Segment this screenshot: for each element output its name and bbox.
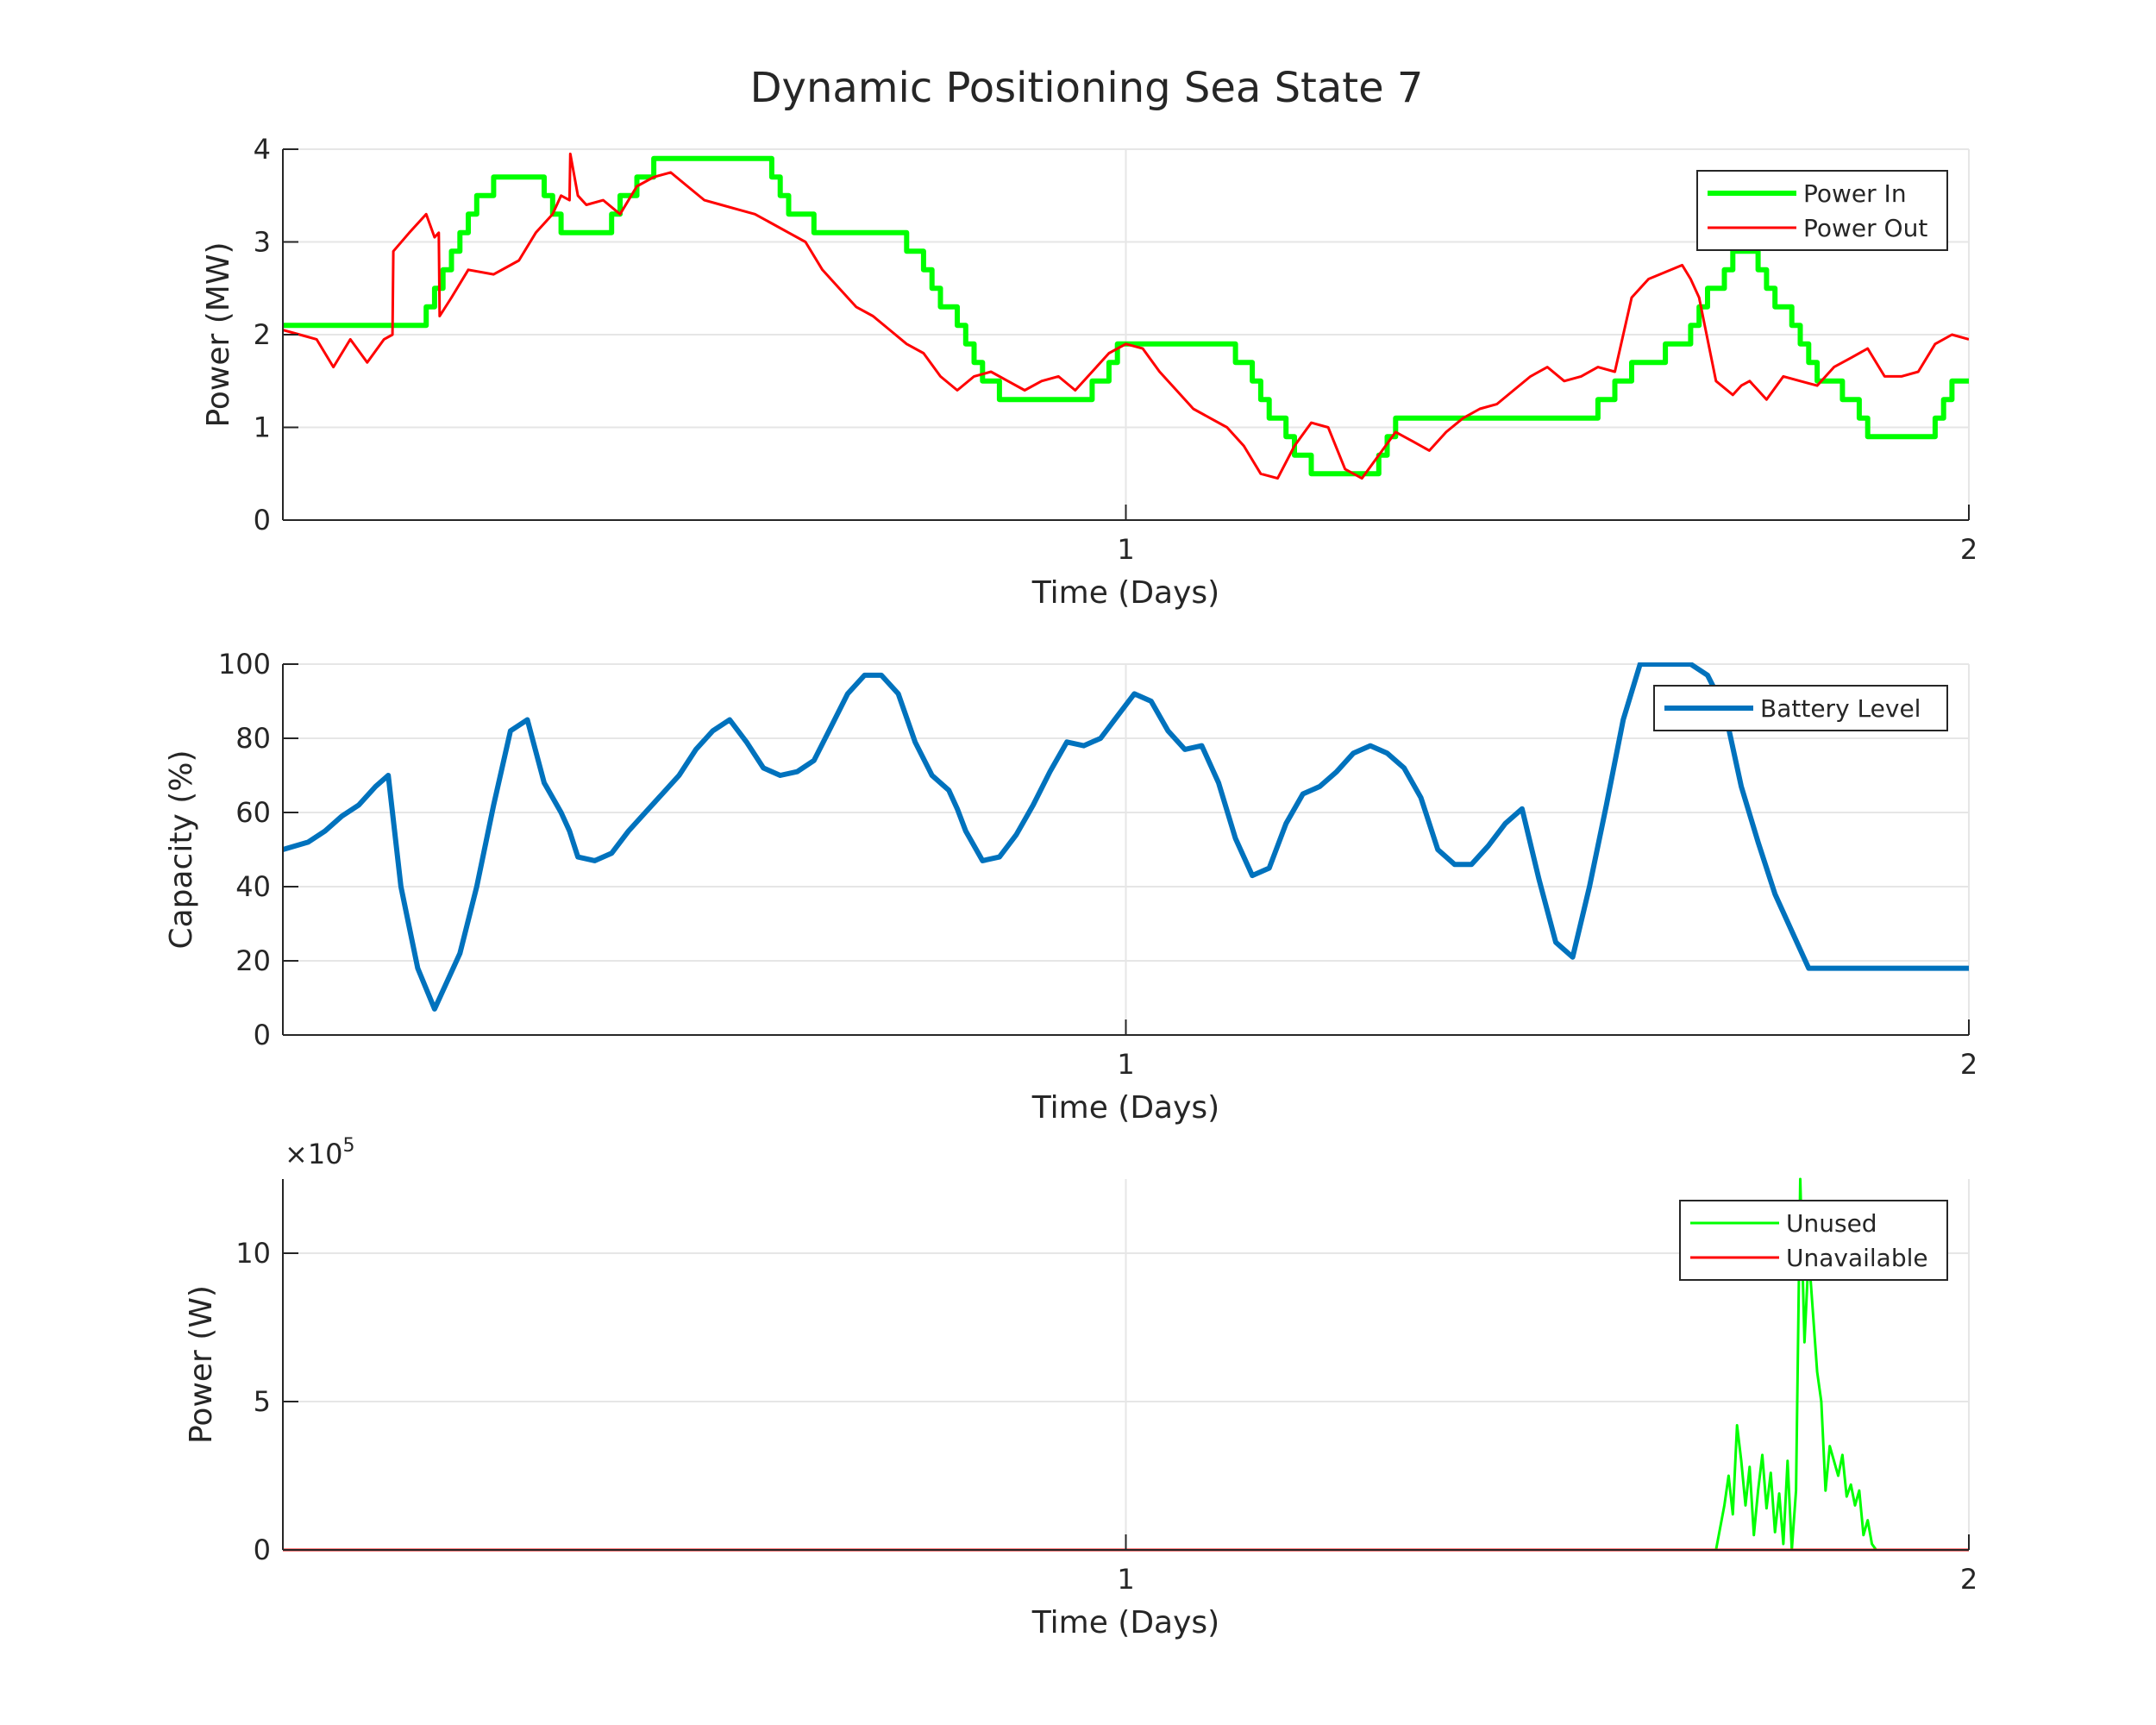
y-tick-label: 40 xyxy=(235,870,271,903)
x-axis-label: Time (Days) xyxy=(1031,1605,1219,1640)
y-tick-label: 60 xyxy=(235,796,271,829)
x-axis-label: Time (Days) xyxy=(1031,575,1219,611)
y-tick-label: 0 xyxy=(254,1019,271,1051)
legend-box xyxy=(1679,1200,1948,1281)
power-out-line xyxy=(283,152,1969,480)
x-tick-label: 1 xyxy=(1117,533,1134,566)
y-axis-label: Capacity (%) xyxy=(164,750,199,949)
x-axis-label: Time (Days) xyxy=(1031,1090,1219,1126)
x-tick-label: 1 xyxy=(1117,1563,1134,1596)
legend-label: Unavailable xyxy=(1786,1244,1928,1272)
legend-label: Unused xyxy=(1786,1209,1877,1238)
x-tick-label: 2 xyxy=(1960,533,1977,566)
x-tick-label: 2 xyxy=(1960,1563,1977,1596)
y-axis-label: Power (W) xyxy=(184,1285,219,1444)
unused-line xyxy=(283,1177,1969,1552)
legend-box xyxy=(1696,170,1948,251)
legend: Unused Unavailable xyxy=(1679,1200,1948,1281)
legend-label: Power In xyxy=(1803,179,1907,208)
y-tick-label: 5 xyxy=(254,1385,271,1418)
battery-level-line xyxy=(283,662,1969,1012)
y-tick-label: 100 xyxy=(218,648,271,681)
y-tick-label: 4 xyxy=(254,133,271,166)
y-tick-label: 10 xyxy=(235,1237,271,1270)
y-tick-label: 3 xyxy=(254,226,271,259)
legend: Battery Level xyxy=(1653,685,1948,731)
y-exponent-power: 5 xyxy=(343,1135,355,1157)
y-axis-label: Power (MW) xyxy=(201,242,236,427)
series-group xyxy=(283,662,1969,1012)
x-tick-label: 1 xyxy=(1117,1048,1134,1081)
x-tick-label: 2 xyxy=(1960,1048,1977,1081)
y-tick-label: 2 xyxy=(254,318,271,351)
y-exponent-base: ×10 xyxy=(285,1138,343,1170)
y-tick-label: 1 xyxy=(254,411,271,444)
y-tick-label: 20 xyxy=(235,944,271,977)
y-tick-label: 80 xyxy=(235,722,271,755)
legend-label: Battery Level xyxy=(1760,694,1921,723)
y-exponent-label: ×105 xyxy=(285,1135,355,1170)
figure-title: Dynamic Positioning Sea State 7 xyxy=(750,64,1424,112)
legend-label: Power Out xyxy=(1803,214,1927,242)
power-in-line xyxy=(283,155,1969,477)
legend: Power In Power Out xyxy=(1696,170,1948,251)
y-tick-label: 0 xyxy=(254,504,271,536)
y-tick-label: 0 xyxy=(254,1534,271,1566)
series-group xyxy=(283,152,1969,480)
